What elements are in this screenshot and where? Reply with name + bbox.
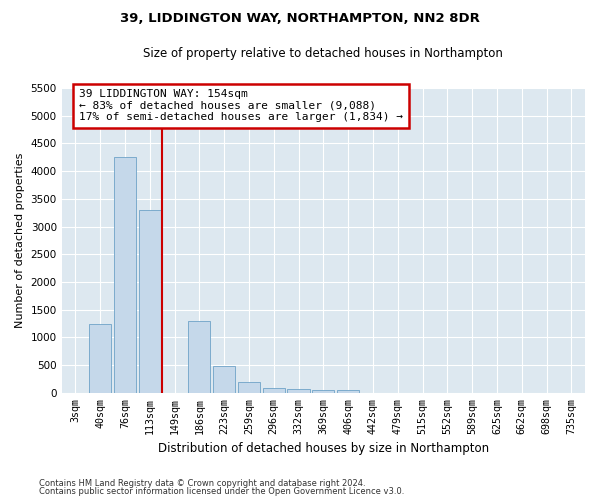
Bar	[139, 210, 161, 393]
Bar	[114, 158, 136, 393]
Text: Contains public sector information licensed under the Open Government Licence v3: Contains public sector information licen…	[39, 487, 404, 496]
Y-axis label: Number of detached properties: Number of detached properties	[15, 152, 25, 328]
Text: 39, LIDDINGTON WAY, NORTHAMPTON, NN2 8DR: 39, LIDDINGTON WAY, NORTHAMPTON, NN2 8DR	[120, 12, 480, 26]
Bar	[238, 382, 260, 393]
Text: Contains HM Land Registry data © Crown copyright and database right 2024.: Contains HM Land Registry data © Crown c…	[39, 478, 365, 488]
Title: Size of property relative to detached houses in Northampton: Size of property relative to detached ho…	[143, 48, 503, 60]
X-axis label: Distribution of detached houses by size in Northampton: Distribution of detached houses by size …	[158, 442, 489, 455]
Text: 39 LIDDINGTON WAY: 154sqm
← 83% of detached houses are smaller (9,088)
17% of se: 39 LIDDINGTON WAY: 154sqm ← 83% of detac…	[79, 89, 403, 122]
Bar	[188, 321, 211, 393]
Bar	[263, 388, 285, 393]
Bar	[312, 390, 334, 393]
Bar	[337, 390, 359, 393]
Bar	[89, 324, 111, 393]
Bar	[213, 366, 235, 393]
Bar	[287, 389, 310, 393]
